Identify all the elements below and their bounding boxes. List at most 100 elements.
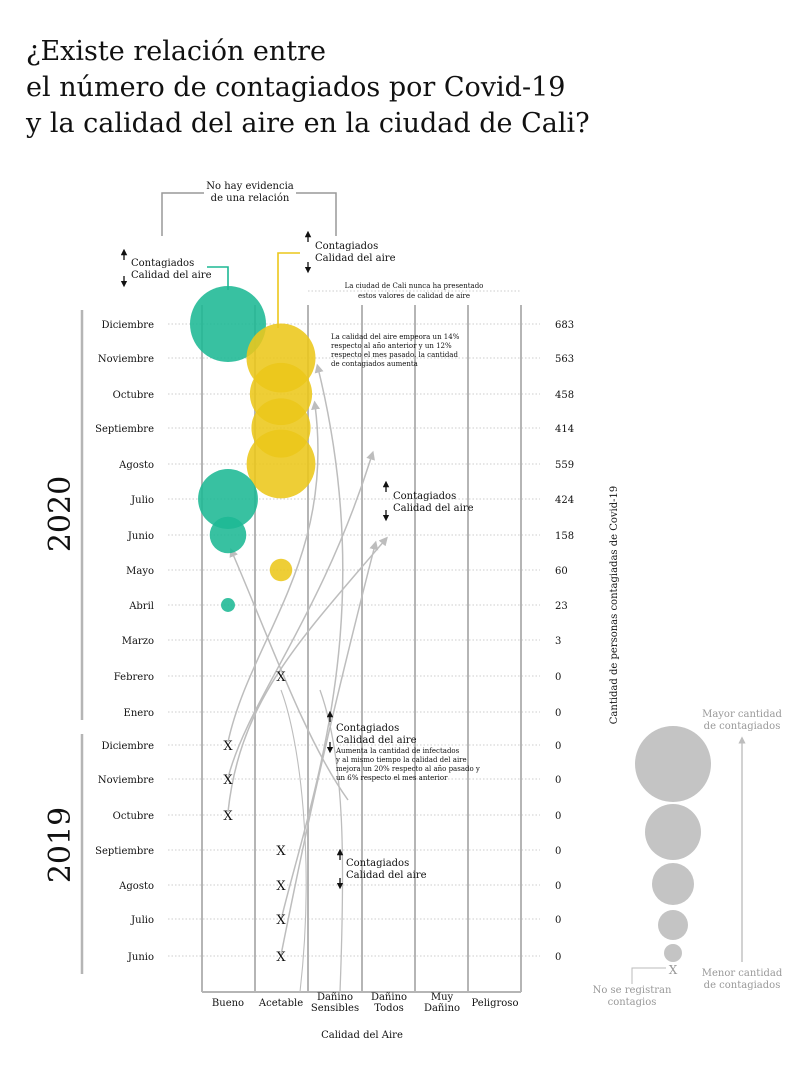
september-trend-label: Contagiados Calidad del aire [346,858,427,881]
case-bubble [246,429,316,499]
month-label: Junio [127,531,154,542]
no-cases-marker: X [276,670,286,685]
case-value-label: 0 [555,915,561,926]
month-label: Noviembre [98,354,154,365]
month-label: Julio [130,915,154,926]
size-legend-bubble [658,910,688,940]
bubbles-layer: X X X X X X X X [190,286,316,965]
page-title: ¿Existe relación entre el número de cont… [26,34,766,142]
month-label: Abril [128,601,154,612]
month-label: Agosto [118,460,154,471]
trend-curve [229,547,349,801]
no-cases-marker: X [276,913,286,928]
trend-curve [280,540,379,956]
mid-trend-label: Contagiados Calidad del aire [393,491,474,514]
case-value-label: 0 [555,708,561,719]
year-label-2019: 2019 [43,807,78,883]
case-value-label: 60 [555,566,568,577]
size-legend-bubble [645,804,701,860]
case-value-label: 23 [555,601,568,612]
size-legend: X Mayor cantidad de contagiados Menor canti… [593,709,783,1008]
november-note: La calidad del aire empeora un 14% respec… [331,333,460,368]
quality-category-label: Dañino Sensibles [311,992,359,1014]
size-legend-min-label: Menor cantidad de contagiados [702,968,783,991]
case-value-label: 0 [555,741,561,752]
title-line: ¿Existe relación entre [26,36,327,67]
size-legend-max-label: Mayor cantidad de contagiados [702,709,782,732]
evidence-bracket [161,192,204,236]
yellow-trend-label: Contagiados Calidad del aire [315,241,396,264]
case-value-label: 683 [555,320,574,331]
month-label: Diciembre [101,741,154,752]
quality-category-label: Muy Dañino [424,992,460,1014]
size-legend-bubble [664,944,682,962]
month-label: Septiembre [95,424,154,435]
december-trend-label: Contagiados Calidad del aire [336,723,417,746]
year-label-2020: 2020 [43,476,78,552]
trend-curve [227,450,375,779]
case-bubble [209,516,247,554]
size-legend-no-cases-marker: X [669,963,678,977]
title-line: el número de contagiados por Covid-19 [26,72,566,103]
size-legend-leader [631,967,666,984]
december-note: Aumenta la cantidad de infectados y al mi… [335,747,480,782]
case-value-label: 424 [555,495,574,506]
no-cases-marker: X [276,879,286,894]
trend-curve [319,689,344,993]
month-label: Diciembre [101,320,154,331]
quality-category-label: Bueno [212,998,244,1009]
trend-curve [280,363,344,921]
case-value-label: 563 [555,354,574,365]
case-bubble [198,469,258,529]
case-value-label: 0 [555,846,561,857]
case-value-label: 0 [555,775,561,786]
title-line: y la calidad del aire en la ciudad de Ca… [26,108,590,139]
case-bubble [190,286,266,362]
size-legend-none-label: No se registran contagios [593,985,672,1008]
month-label: Octubre [113,811,154,822]
trend-curves-layer [227,363,388,993]
month-label: Julio [130,495,154,506]
no-cases-marker: X [276,844,286,859]
evidence-bracket [296,192,337,236]
quality-category-label: Acetable [258,998,303,1009]
trend-curve [227,536,388,813]
trend-curve [227,400,321,743]
green-trend-label: Contagiados Calidad del aire [131,258,212,281]
no-cases-marker: X [276,950,286,965]
month-label: Febrero [114,672,154,683]
month-label: Octubre [113,390,154,401]
case-bubble [221,598,235,612]
case-value-label: 458 [555,390,574,401]
green-leader-line [207,266,229,290]
labels-layer: 2020 2019 Diciembre 683 Noviembre 563 Octubre 4… [43,320,620,1041]
never-values-note: La ciudad de Cali nunca ha presentado est… [345,282,484,300]
month-label: Junio [127,952,154,963]
month-label: Marzo [122,636,154,647]
quality-category-label: Peligroso [472,998,519,1009]
month-label: Enero [124,708,154,719]
case-value-label: 0 [555,881,561,892]
case-value-label: 0 [555,672,561,683]
size-legend-bubble [635,726,711,802]
x-axis-title: Calidad del Aire [321,1030,403,1041]
case-value-label: 0 [555,811,561,822]
annotations-layer: No hay evidencia de una relación Contagiad… [120,181,484,890]
no-evidence-note: No hay evidencia de una relación [206,181,294,204]
yellow-leader-line [277,252,300,328]
trend-curve [280,689,307,993]
month-label: Noviembre [98,775,154,786]
case-value-label: 559 [555,460,574,471]
case-value-label: 0 [555,952,561,963]
y-axis-title: Cantidad de personas contagiadas de Covi… [609,486,620,724]
case-value-label: 158 [555,531,574,542]
size-legend-bubble [652,863,694,905]
no-cases-marker: X [223,809,233,824]
case-bubble [269,558,293,582]
case-value-label: 414 [555,424,574,435]
quality-category-label: Dañino Todos [371,992,407,1014]
case-value-label: 3 [555,636,561,647]
month-label: Agosto [118,881,154,892]
no-cases-marker: X [223,773,233,788]
